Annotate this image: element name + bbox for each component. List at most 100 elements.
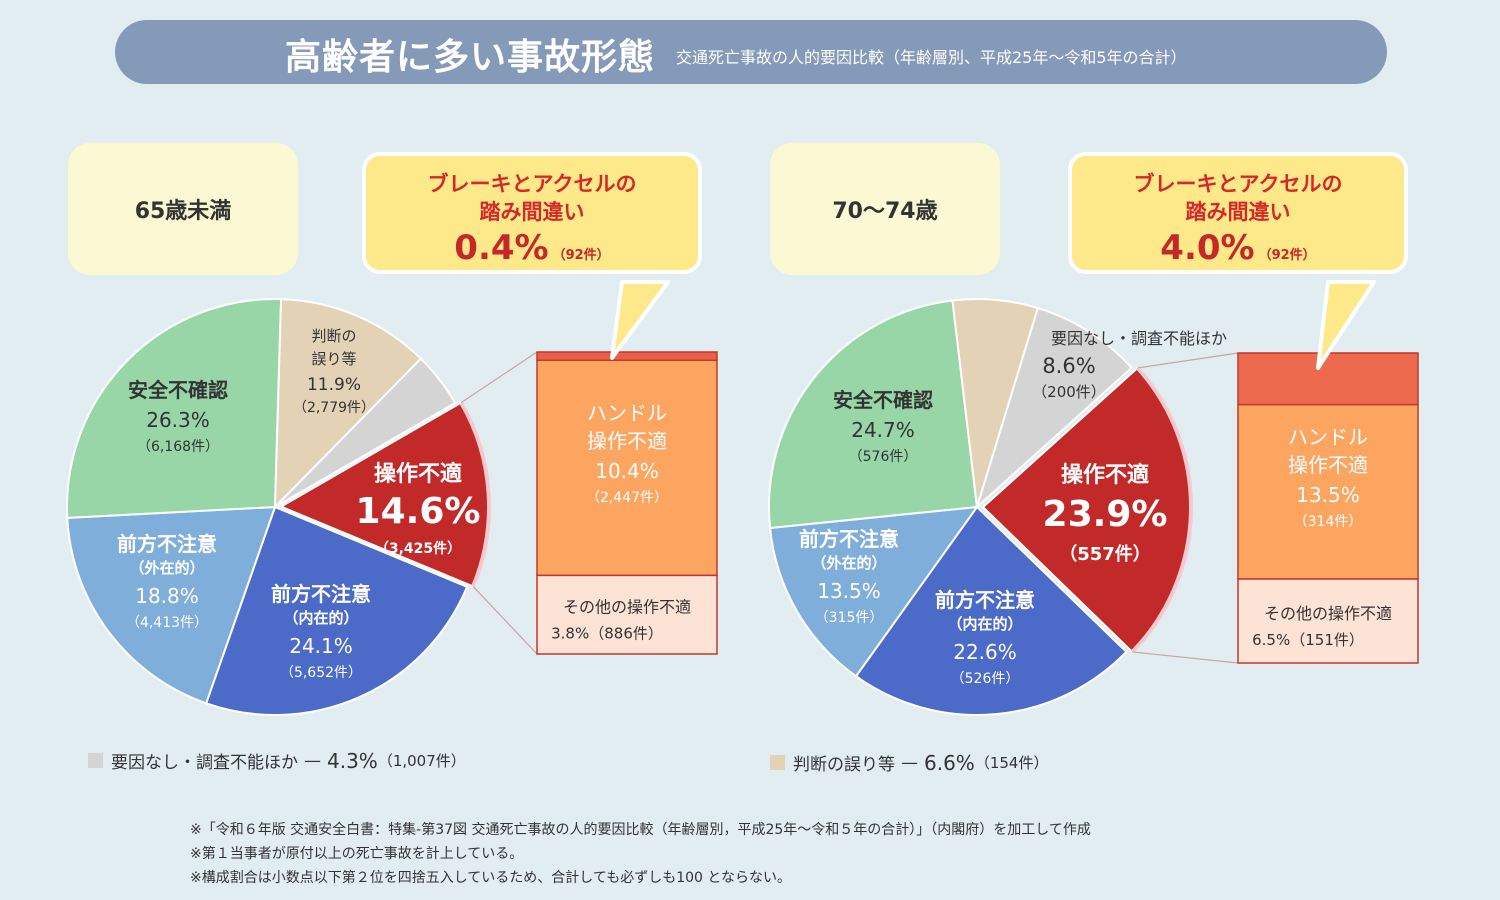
breakdown-value: 3.8%（886件） [551,625,663,643]
highlight-arc [459,401,491,588]
legend-label: 要因なし・調査不能ほか [111,753,298,773]
legend-swatch [88,753,103,768]
footnotes: ※「令和６年版 交通安全白書：特集-第37図 交通死亡事故の人的要因比較（年齢層… [190,818,1091,890]
legend-note-under65: 要因なし・調査不能ほか — 4.3% （1,007件） [88,748,466,773]
age-label-under65: 65歳未満 [68,143,298,275]
pie-label-pct: 26.3% [146,408,210,432]
pie-label-count: （526件） [951,671,1020,687]
pie-label-name: 前方不注意 [799,527,899,551]
pie-label-pct: 14.6% [356,491,481,532]
pie-label-count: （6,168件） [137,439,219,455]
pie-label-j2: 誤り等 [311,350,356,368]
pie-label-pct: 11.9% [307,375,361,395]
pie-label-count: （4,413件） [126,615,208,631]
legend-value: 4.3% [327,748,378,773]
pie-label-pct: 8.6% [1042,354,1095,378]
connector-line [1137,352,1239,369]
page-title: 高齢者に多い事故形態 [285,37,656,78]
pie-label-pct: 18.8% [135,584,199,608]
pie-label-name: 前方不注意 [935,588,1035,612]
legend-label: 判断の誤り等 [793,755,895,775]
pie-slice [274,357,457,508]
pie-label-name: 操作不適 [1061,462,1149,488]
breakdown-label: その他の操作不適 [1264,604,1392,623]
callout-count: （92件） [552,248,610,263]
legend-dash: — [304,750,321,771]
footnote: ※構成割合は小数点以下第２位を四捨五入しているため、合計しても必ずしも100 と… [190,870,791,886]
breakdown-segment [1237,403,1419,580]
breakdown-count: （2,447件） [586,490,668,506]
pie-label-sub: （内在的） [283,609,358,627]
footnote: ※「令和６年版 交通安全白書：特集-第37図 交通死亡事故の人的要因比較（年齢層… [190,822,1091,838]
pie-slice [204,505,469,716]
breakdown-label: ハンドル [1288,425,1368,449]
connector-line [472,585,538,655]
legend-value: 6.6% [924,750,975,775]
pie-label-name: 安全不確認 [128,378,228,402]
callout-tail [610,280,670,360]
pie-label-name: 前方不注意 [271,582,371,606]
pie-label-count: （2,779件） [293,400,375,416]
breakdown-value: 13.5% [1296,483,1360,507]
connector-line [1132,651,1239,664]
pie-label-sub: （外在的） [129,559,204,577]
pie-label-pct: 22.6% [953,640,1017,664]
breakdown-label: その他の操作不適 [563,598,691,617]
pie-slice [273,298,423,510]
pie-label-sub: （外在的） [811,554,886,572]
pie-slice [768,505,980,678]
pie-label-name: 安全不確認 [833,388,933,412]
legend-swatch [770,755,785,770]
pie-label-pct: 13.5% [817,579,881,603]
callout-value: 4.0% [1160,228,1255,268]
breakdown-segment [1237,352,1419,406]
callout-tail [1316,280,1376,370]
title-bar [115,20,1387,84]
pie-label-count: （5,652件） [280,665,362,681]
pie-label-name: 要因なし・調査不能ほか [1051,329,1227,348]
breakdown-count: （314件） [1294,514,1363,530]
pie-slice [66,298,283,519]
breakdown-label: 操作不適 [1288,453,1368,477]
breakdown-label: 操作不適 [587,429,667,453]
pie-label-count: （315件） [815,610,884,626]
legend-count: （154件） [974,754,1049,772]
pie-label-name: 操作不適 [374,461,462,487]
legend-dash: — [901,752,918,773]
pie-label-pct: 24.1% [289,634,353,658]
connector-line [460,351,538,404]
legend-note-70-74: 判断の誤り等 — 6.6% （154件） [770,750,1048,775]
callout-value: 0.4% [454,228,549,268]
age-label-70-74: 70〜74歳 [770,143,1000,275]
pie-label-pct: 24.7% [851,418,915,442]
breakdown-value: 6.5%（151件） [1252,631,1364,649]
pie-label-sub: （内在的） [947,615,1022,633]
highlight-arc [1130,366,1193,654]
callout-title: ブレーキとアクセルの 踏み間違い [427,172,637,224]
pie-label-count: （200件） [1032,383,1106,401]
pie-label-name: 前方不注意 [117,532,217,556]
breakdown-segment [1237,578,1419,664]
breakdown-segment [536,574,718,655]
callout-title: ブレーキとアクセルの 踏み間違い [1133,172,1343,224]
pie-label-pct: 23.9% [1043,494,1168,535]
pie-slice [854,505,1128,716]
pie-slice [768,299,979,530]
page-subtitle: 交通死亡事故の人的要因比較（年齢層別、平成25年〜令和5年の合計） [676,48,1187,67]
pie-label-count: （576件） [849,449,918,465]
pie-slice [66,505,277,705]
pie-label-j1: 判断の [311,327,356,345]
breakdown-value: 10.4% [595,459,659,483]
legend-count: （1,007件） [377,752,466,770]
callout-count: （92件） [1258,248,1316,263]
breakdown-segment [536,351,718,362]
footnote: ※第１当事者が原付以上の死亡事故を計上している。 [190,846,524,862]
callout-bubble-70-74: ブレーキとアクセルの 踏み間違い 4.0% （92件） [1068,152,1408,274]
pie-label-count: （3,425件） [375,540,461,557]
callout-bubble-under65: ブレーキとアクセルの 踏み間違い 0.4% （92件） [362,152,702,274]
pie-slice [974,306,1133,511]
pie-label-count: （557件） [1059,543,1151,565]
breakdown-segment [536,359,718,577]
breakdown-label: ハンドル [587,401,667,425]
